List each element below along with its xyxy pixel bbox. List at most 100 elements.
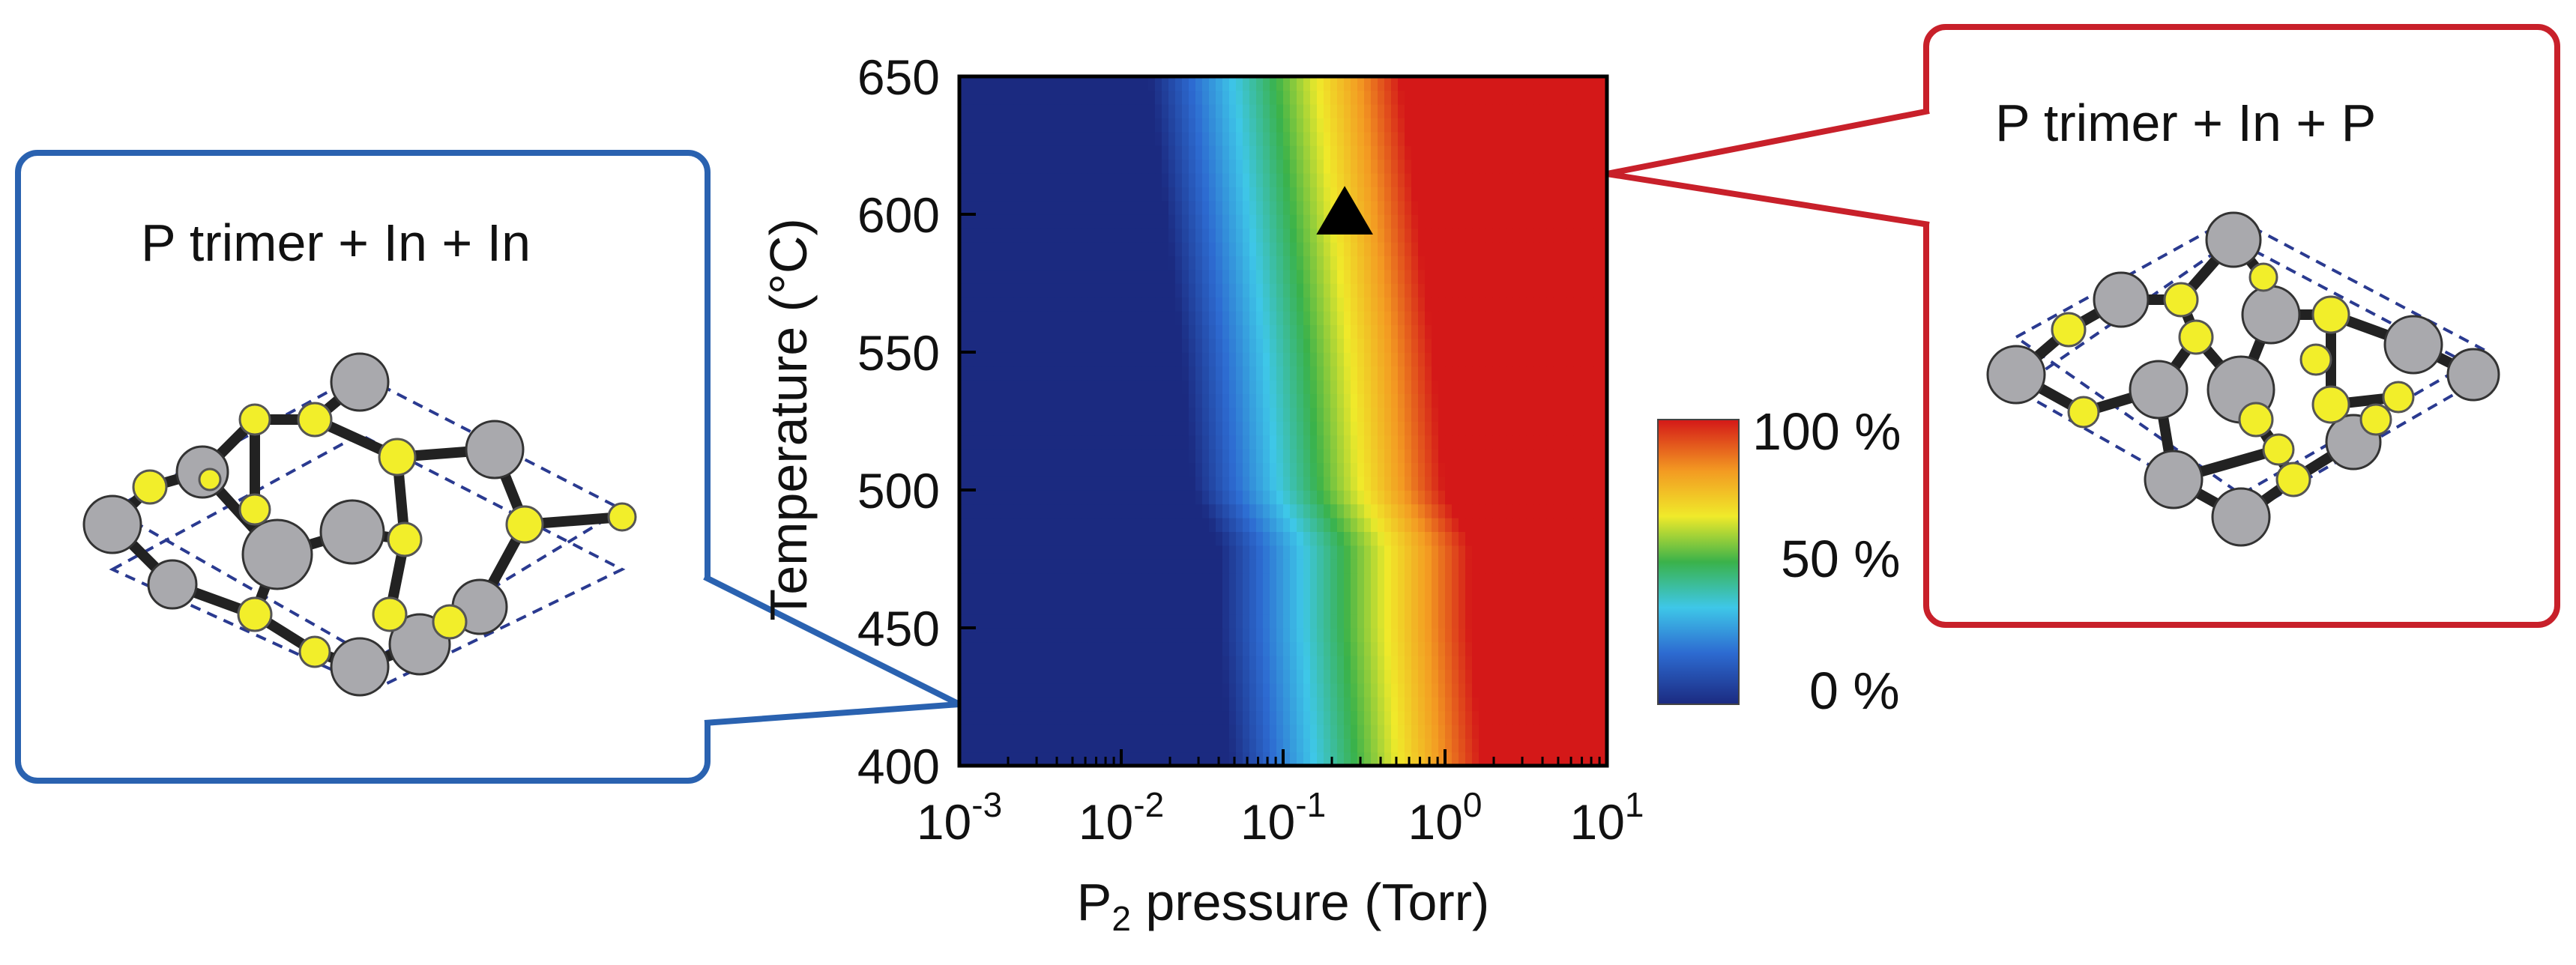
heatmap-cell: [1054, 683, 1061, 698]
heatmap-cell: [1020, 187, 1028, 202]
heatmap-cell: [1553, 324, 1560, 339]
heatmap-cell: [1081, 572, 1088, 587]
heatmap-cell: [1236, 187, 1243, 202]
heatmap-cell: [1128, 407, 1135, 422]
heatmap-cell: [973, 517, 980, 532]
heatmap-cell: [1351, 710, 1358, 725]
heatmap-cell: [1189, 476, 1196, 491]
heatmap-cell: [1020, 103, 1028, 118]
heatmap-cell: [1580, 559, 1587, 574]
heatmap-cell: [1411, 255, 1419, 270]
heatmap-cell: [1222, 76, 1230, 91]
heatmap-cell: [1384, 448, 1392, 463]
heatmap-cell: [1452, 435, 1459, 450]
heatmap-cell: [1101, 118, 1108, 133]
heatmap-cell: [1263, 448, 1270, 463]
heatmap-cell: [1499, 628, 1506, 643]
heatmap-cell: [1047, 614, 1055, 629]
heatmap-cell: [1432, 738, 1439, 753]
heatmap-cell: [986, 710, 994, 725]
heatmap-cell: [1418, 572, 1426, 587]
heatmap-cell: [1593, 462, 1601, 477]
heatmap-cell: [1128, 172, 1135, 187]
heatmap-cell: [973, 421, 980, 436]
heatmap-cell: [1088, 697, 1095, 712]
heatmap-cell: [1479, 324, 1486, 339]
heatmap-cell: [1526, 517, 1533, 532]
heatmap-cell: [1209, 131, 1216, 146]
heatmap-cell: [1310, 118, 1318, 133]
heatmap-cell: [1310, 448, 1318, 463]
heatmap-cell: [1256, 724, 1264, 739]
heatmap-cell: [1135, 490, 1142, 505]
heatmap-cell: [1533, 586, 1540, 601]
heatmap-cell: [1479, 159, 1486, 174]
heatmap-cell: [1526, 310, 1533, 325]
heatmap-cell: [1533, 214, 1540, 229]
heatmap-cell: [1020, 214, 1028, 229]
heatmap-cell: [1425, 366, 1432, 381]
heatmap-cell: [1391, 366, 1399, 381]
heatmap-cell: [1317, 545, 1324, 560]
heatmap-cell: [1526, 366, 1533, 381]
heatmap-cell: [1566, 379, 1574, 394]
heatmap-cell: [1330, 421, 1338, 436]
heatmap-cell: [1425, 421, 1432, 436]
heatmap-cell: [1573, 435, 1581, 450]
heatmap-cell: [1094, 710, 1102, 725]
heatmap-cell: [1040, 159, 1048, 174]
heatmap-cell: [1533, 76, 1540, 91]
heatmap-cell: [1276, 572, 1284, 587]
heatmap-cell: [959, 710, 967, 725]
heatmap-cell: [1560, 503, 1567, 518]
heatmap-cell: [1114, 462, 1122, 477]
heatmap-cell: [1013, 641, 1021, 656]
heatmap-cell: [1519, 531, 1527, 546]
heatmap-cell: [1560, 600, 1567, 615]
heatmap-cell: [1088, 545, 1095, 560]
heatmap-cell: [1546, 379, 1554, 394]
heatmap-cell: [1303, 407, 1311, 422]
heatmap-cell: [1445, 738, 1453, 753]
heatmap-cell: [1088, 517, 1095, 532]
heatmap-cell: [1189, 614, 1196, 629]
heatmap-cell: [1324, 572, 1331, 587]
heatmap-cell: [1047, 724, 1055, 739]
heatmap-cell: [1512, 269, 1520, 284]
heatmap-cell: [1560, 462, 1567, 477]
heatmap-cell: [1344, 366, 1351, 381]
heatmap-cell: [1270, 462, 1277, 477]
heatmap-cell: [1371, 517, 1378, 532]
heatmap-cell: [1013, 586, 1021, 601]
heatmap-cell: [1452, 228, 1459, 243]
heatmap-cell: [1121, 352, 1129, 367]
heatmap-cell: [1310, 200, 1318, 215]
heatmap-cell: [959, 545, 967, 560]
heatmap-cell: [1587, 586, 1594, 601]
heatmap-cell: [1182, 145, 1189, 160]
heatmap-cell: [980, 214, 987, 229]
heatmap-cell: [1580, 531, 1587, 546]
heatmap-cell: [1580, 655, 1587, 670]
heatmap-cell: [1519, 448, 1527, 463]
heatmap-cell: [1344, 421, 1351, 436]
heatmap-cell: [1398, 228, 1405, 243]
heatmap-cell: [1317, 269, 1324, 284]
heatmap-cell: [1479, 131, 1486, 146]
heatmap-cell: [1533, 90, 1540, 105]
heatmap-cell: [1432, 118, 1439, 133]
heatmap-cell: [1074, 269, 1082, 284]
heatmap-cell: [1492, 131, 1500, 146]
heatmap-cell: [1067, 366, 1075, 381]
heatmap-cell: [1303, 118, 1311, 133]
heatmap-cell: [1121, 545, 1129, 560]
heatmap-cell: [1209, 324, 1216, 339]
heatmap-cell: [1148, 669, 1156, 684]
heatmap-cell: [959, 586, 967, 601]
heatmap-cell: [966, 379, 974, 394]
heatmap-cell: [1351, 462, 1358, 477]
heatmap-cell: [1378, 503, 1385, 518]
heatmap-cell: [1128, 283, 1135, 298]
heatmap-cell: [1587, 448, 1594, 463]
heatmap-cell: [1148, 407, 1156, 422]
